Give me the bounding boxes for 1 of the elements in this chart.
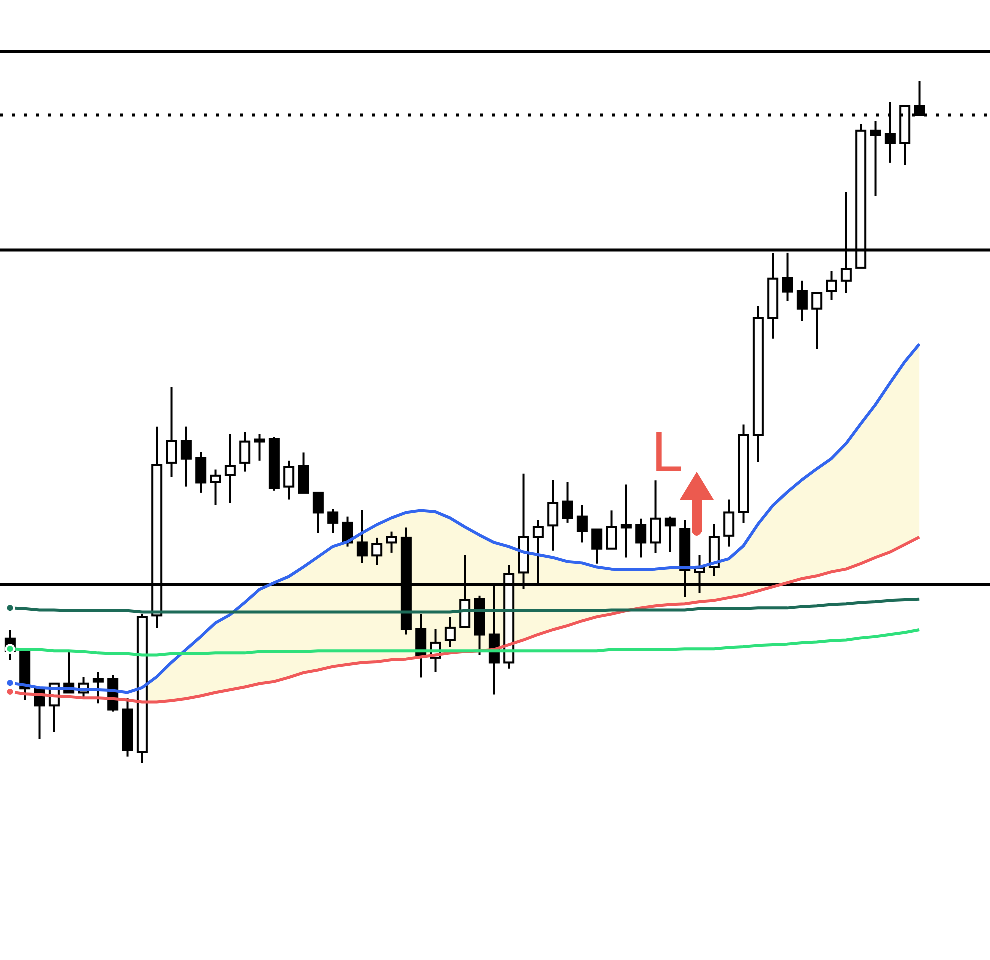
annotation: L: [652, 420, 684, 483]
